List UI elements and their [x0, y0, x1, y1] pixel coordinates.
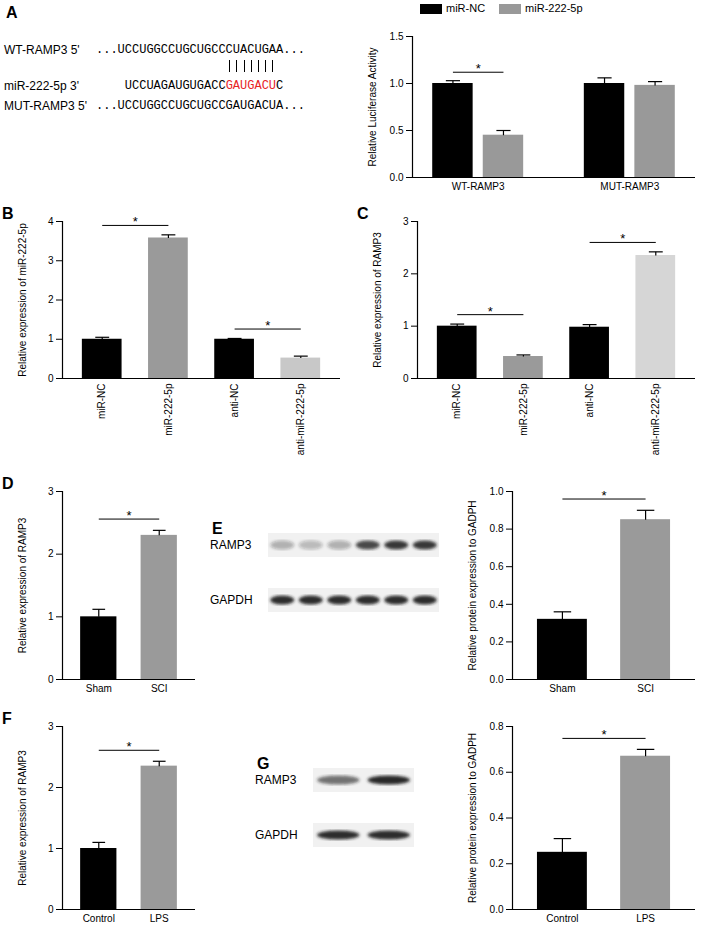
svg-text:miR-NC: miR-NC — [451, 384, 462, 420]
svg-text:0.8: 0.8 — [490, 523, 504, 534]
svg-text:0: 0 — [48, 904, 54, 915]
svg-text:3: 3 — [48, 486, 54, 497]
svg-text:anti-NC: anti-NC — [229, 384, 240, 418]
svg-text:miR-NC: miR-NC — [96, 384, 107, 420]
svg-text:0.4: 0.4 — [490, 599, 504, 610]
svg-text:1: 1 — [48, 611, 54, 622]
svg-text:SCI: SCI — [637, 683, 654, 694]
html-text:WT-RAMP3 5': WT-RAMP3 5' — [4, 43, 80, 57]
svg-text:0: 0 — [403, 373, 409, 384]
svg-text:1.5: 1.5 — [390, 31, 404, 42]
svg-text:2: 2 — [48, 294, 54, 305]
svg-text:*: * — [126, 508, 131, 523]
svg-text:2: 2 — [48, 782, 54, 793]
svg-text:4: 4 — [48, 216, 54, 227]
svg-text:0: 0 — [48, 674, 54, 685]
svg-text:anti-miR-222-5p: anti-miR-222-5p — [650, 383, 661, 455]
svg-text:0.0: 0.0 — [490, 904, 504, 915]
svg-text:*: * — [601, 727, 606, 742]
svg-text:Sham: Sham — [86, 683, 112, 694]
svg-text:LPS: LPS — [636, 913, 655, 924]
svg-text:*: * — [133, 214, 138, 229]
html-text:MUT-RAMP3 5': MUT-RAMP3 5' — [4, 99, 87, 113]
svg-text:1: 1 — [48, 843, 54, 854]
svg-text:2: 2 — [48, 548, 54, 559]
svg-text:*: * — [126, 739, 131, 754]
svg-text:*: * — [488, 304, 493, 319]
svg-text:Sham: Sham — [549, 683, 575, 694]
svg-text:anti-miR-222-5p: anti-miR-222-5p — [295, 383, 306, 455]
svg-text:Relative protein expression to: Relative protein expression to GADPH — [467, 733, 478, 903]
svg-text:GAPDH: GAPDH — [210, 593, 253, 607]
svg-text:WT-RAMP3: WT-RAMP3 — [452, 181, 505, 192]
svg-text:1: 1 — [48, 333, 54, 344]
svg-text:3: 3 — [403, 216, 409, 227]
html-text:B: B — [2, 205, 14, 222]
svg-text:0: 0 — [48, 373, 54, 384]
svg-text:0.0: 0.0 — [490, 674, 504, 685]
svg-text:1.0: 1.0 — [490, 486, 504, 497]
svg-text:*: * — [265, 318, 270, 333]
svg-text:0.6: 0.6 — [490, 561, 504, 572]
svg-text:Control: Control — [546, 913, 578, 924]
html-text:UCCUAGAUGUGACC GAUGACU C: UCCUAGAUGUGACC GAUGACU C — [124, 79, 284, 93]
html-text:miR-222-5p: miR-222-5p — [525, 2, 583, 14]
svg-text:*: * — [620, 231, 625, 246]
svg-text:*: * — [601, 488, 606, 503]
html-text:A: A — [6, 4, 18, 21]
svg-text:Relative expression of RAMP3: Relative expression of RAMP3 — [17, 517, 28, 653]
svg-text:0.2: 0.2 — [490, 636, 504, 647]
svg-text:Relative expression of miR-222: Relative expression of miR-222-5p — [17, 223, 28, 377]
svg-text:0.5: 0.5 — [390, 125, 404, 136]
svg-text:3: 3 — [48, 255, 54, 266]
svg-text:Control: Control — [83, 913, 115, 924]
svg-text:Relative protein expression to: Relative protein expression to GADPH — [467, 500, 478, 670]
html-text:miR-NC: miR-NC — [446, 2, 486, 14]
svg-text:0.0: 0.0 — [390, 172, 404, 183]
svg-text:SCI: SCI — [151, 683, 168, 694]
svg-text:1.0: 1.0 — [390, 78, 404, 89]
svg-text:anti-NC: anti-NC — [584, 384, 595, 418]
svg-text:1: 1 — [403, 320, 409, 331]
html-text:miR-222-5p 3': miR-222-5p 3' — [4, 79, 79, 93]
svg-text:MUT-RAMP3: MUT-RAMP3 — [600, 181, 659, 192]
svg-text:3: 3 — [48, 721, 54, 732]
html-text:...UCCUGGCCUGCUGCCCUACUGAA...: ...UCCUGGCCUGCUGCCCUACUGAA... — [96, 43, 305, 57]
svg-text:GAPDH: GAPDH — [255, 828, 298, 842]
svg-text:RAMP3: RAMP3 — [255, 773, 297, 787]
svg-text:2: 2 — [403, 268, 409, 279]
svg-text:0.8: 0.8 — [490, 721, 504, 732]
svg-text:miR-222-5p: miR-222-5p — [163, 383, 174, 436]
svg-text:miR-222-5p: miR-222-5p — [518, 383, 529, 436]
svg-text:0.4: 0.4 — [490, 812, 504, 823]
svg-text:RAMP3: RAMP3 — [210, 538, 252, 552]
html-text:D: D — [2, 475, 14, 492]
html-text:C: C — [357, 205, 369, 222]
html-text:G: G — [257, 755, 270, 772]
html-text:F: F — [2, 710, 12, 727]
svg-text:LPS: LPS — [150, 913, 169, 924]
svg-text:Relative expression of RAMP3: Relative expression of RAMP3 — [17, 750, 28, 886]
svg-text:*: * — [476, 61, 481, 76]
html-text:...UCCUGGCCUGCUGCCGAUGACUA...: ...UCCUGGCCUGCUGCCGAUGACUA... — [96, 99, 305, 113]
svg-text:Relative Luciferase Activity: Relative Luciferase Activity — [367, 48, 378, 167]
svg-text:0.6: 0.6 — [490, 766, 504, 777]
html-text:E: E — [212, 520, 223, 537]
svg-text:Relative expression of RAMP3: Relative expression of RAMP3 — [372, 232, 383, 368]
svg-text:0.2: 0.2 — [490, 858, 504, 869]
